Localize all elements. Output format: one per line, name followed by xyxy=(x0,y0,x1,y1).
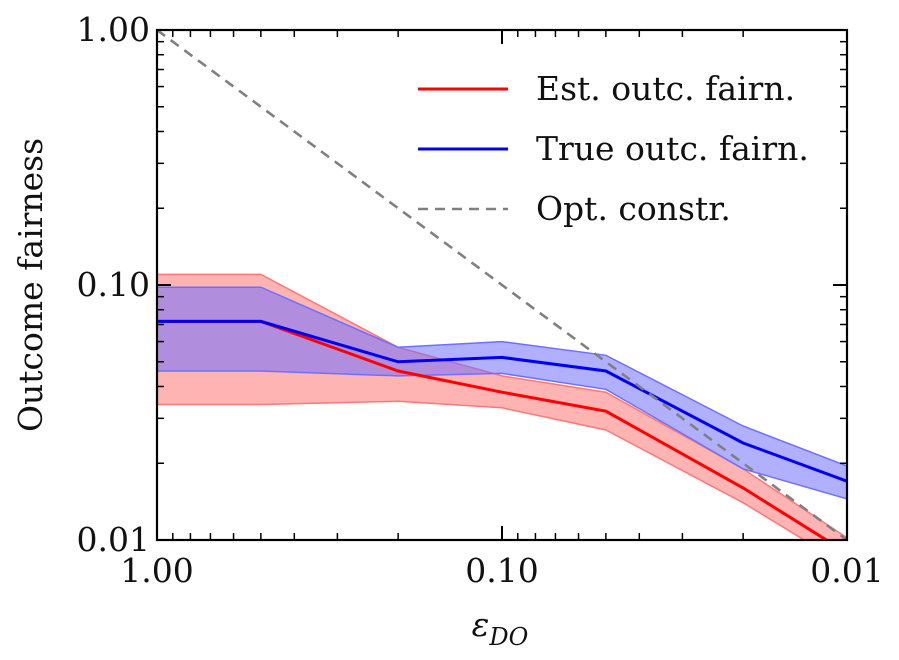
x-axis-label-subscript: DO xyxy=(488,623,528,651)
x-axis-label-symbol: ε xyxy=(472,605,490,644)
x-tick-label-2: 0.01 xyxy=(810,551,883,590)
y-axis-label: Outcome fairness xyxy=(11,138,50,432)
legend: Est. outc. fairn. True outc. fairn. Opt. c… xyxy=(418,69,809,228)
confidence-bands xyxy=(157,274,847,566)
legend-label-1: True outc. fairn. xyxy=(536,129,809,168)
y-tick-label-0: 1.00 xyxy=(77,10,150,49)
legend-label-2: Opt. constr. xyxy=(536,189,731,228)
x-axis-label: εDO xyxy=(472,605,529,651)
legend-label-0: Est. outc. fairn. xyxy=(536,69,795,108)
y-tick-label-1: 0.10 xyxy=(77,265,150,304)
y-tick-label-2: 0.01 xyxy=(77,520,150,559)
x-tick-label-1: 0.10 xyxy=(465,551,538,590)
